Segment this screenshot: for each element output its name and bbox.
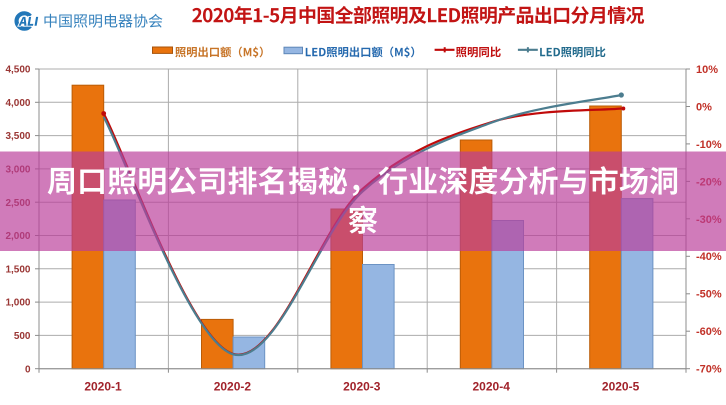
svg-text:2020-1: 2020-1: [84, 379, 122, 393]
svg-text:3,500: 3,500: [5, 131, 30, 142]
svg-text:2020-3: 2020-3: [343, 379, 381, 393]
svg-text:0%: 0%: [696, 101, 712, 113]
svg-text:-60%: -60%: [696, 326, 722, 338]
svg-text:0: 0: [25, 364, 31, 375]
svg-text:10%: 10%: [696, 64, 718, 76]
svg-text:2020-4: 2020-4: [473, 379, 511, 393]
svg-text:1,500: 1,500: [5, 264, 30, 275]
svg-text:-50%: -50%: [696, 289, 722, 301]
svg-text:4,500: 4,500: [5, 65, 30, 76]
svg-text:-10%: -10%: [696, 139, 722, 151]
svg-text:1,000: 1,000: [5, 298, 30, 309]
svg-text:4,000: 4,000: [5, 98, 30, 109]
svg-text:-40%: -40%: [696, 251, 722, 263]
svg-text:2020-2: 2020-2: [214, 379, 252, 393]
svg-text:500: 500: [14, 331, 31, 342]
svg-text:-70%: -70%: [696, 364, 722, 376]
svg-text:2020-5: 2020-5: [602, 379, 640, 393]
